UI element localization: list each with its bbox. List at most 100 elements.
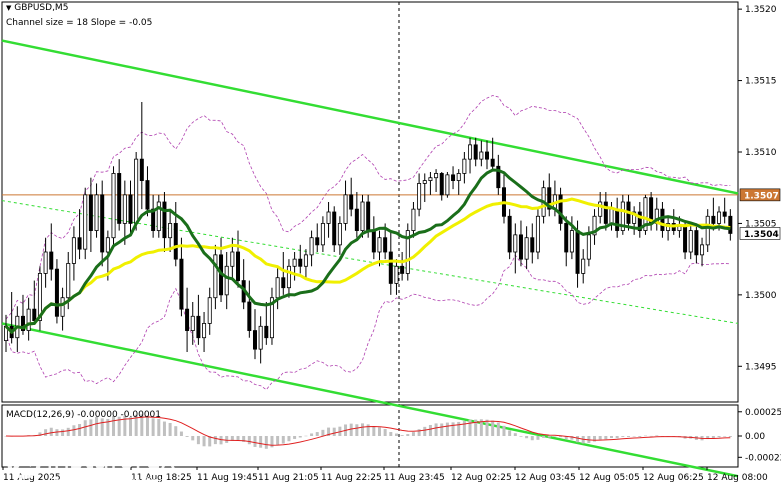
candle-body [586, 234, 591, 260]
macd-histogram-bar [151, 418, 155, 436]
macd-histogram-bar [270, 436, 274, 448]
macd-histogram-bar [128, 417, 132, 436]
candle-body [439, 173, 444, 196]
candle-body [490, 158, 495, 167]
macd-histogram-bar [717, 436, 721, 438]
candle-body [100, 194, 105, 253]
x-tick-label: 11 Aug 22:25 [321, 473, 382, 483]
macd-histogram-bar [89, 419, 93, 436]
candle-body [71, 237, 76, 264]
macd-histogram-bar [610, 436, 614, 439]
macd-histogram-bar [315, 432, 319, 436]
candle-body [303, 254, 308, 267]
candle-body [292, 258, 297, 267]
macd-histogram-bar [615, 436, 619, 439]
candle-body [637, 211, 642, 231]
macd-y-tick-label: 0.00025 [745, 408, 781, 418]
macd-histogram-bar [372, 426, 376, 436]
candle-body [54, 268, 59, 317]
candle-body [190, 315, 195, 331]
channel-lower-line [1, 322, 739, 478]
moving-average-fast [4, 168, 731, 335]
macd-histogram-bar [100, 418, 104, 436]
x-tick-label: 11 Aug 23:45 [384, 473, 445, 483]
macd-histogram-bar [366, 424, 370, 436]
macd-histogram-bar [440, 423, 444, 436]
macd-histogram-bar [553, 436, 557, 437]
candle-body [660, 208, 665, 231]
candle-body [4, 325, 9, 341]
channel-info: Channel size = 18 Slope = -0.05 [6, 18, 153, 28]
macd-histogram-bar [389, 432, 393, 436]
candle-body [366, 201, 371, 231]
symbol-label: ▼ GBPUSD,M5 [6, 3, 68, 13]
symbol-triangle-icon: ▼ [6, 4, 12, 12]
candle-body [269, 297, 274, 339]
macd-histogram-bar [219, 436, 223, 445]
candle-body [179, 258, 184, 310]
candle-body [558, 194, 563, 224]
macd-histogram-bar [123, 415, 127, 436]
candle-body [43, 251, 48, 274]
reference-price-label: 1.3507 [744, 191, 779, 201]
candle-body [77, 237, 82, 250]
macd-histogram-bar [55, 429, 59, 436]
candle-body [694, 230, 699, 256]
x-tick-label: 11 Aug 21:05 [258, 473, 319, 483]
macd-histogram-bar [174, 426, 178, 436]
candle-body [530, 237, 535, 253]
macd-histogram-bar [162, 421, 166, 436]
macd-histogram-bar [185, 436, 189, 437]
macd-y-tick-label: -0.00022 [745, 453, 781, 463]
candle-body [185, 308, 190, 331]
candle-body [411, 208, 416, 231]
macd-histogram-bar [191, 436, 195, 441]
candle-body [620, 201, 625, 231]
macd-histogram-bar [38, 432, 42, 436]
macd-histogram-bar [213, 436, 217, 445]
macd-histogram-bar [445, 422, 449, 436]
y-tick-label: 1.3515 [745, 77, 777, 87]
candle-body [326, 211, 331, 224]
macd-histogram-bar [496, 422, 500, 436]
candle-body [507, 215, 512, 253]
bollinger-upper-band [5, 95, 731, 320]
macd-histogram-bar [355, 424, 359, 436]
x-tick-label: 12 Aug 05:05 [579, 473, 640, 483]
channel-upper-line [1, 39, 739, 195]
macd-histogram-bar [406, 434, 410, 436]
macd-histogram-bar [649, 435, 653, 437]
macd-histogram-bar [247, 436, 251, 445]
candle-body [496, 165, 501, 189]
macd-histogram-bar [225, 436, 229, 443]
macd-histogram-bar [157, 418, 161, 436]
instaforex-watermark: instaforex Instant Forex Trading [6, 440, 186, 488]
macd-histogram-bar [377, 427, 381, 436]
candle-body [581, 258, 586, 274]
symbol-name: GBPUSD,M5 [14, 3, 69, 13]
bollinger-lower-band [5, 254, 731, 391]
macd-histogram-bar [276, 436, 280, 445]
macd-histogram-bar [44, 429, 48, 436]
watermark-brand: instaforex [46, 444, 176, 475]
candle-body [394, 265, 399, 284]
candle-body [705, 215, 710, 246]
macd-histogram-bar [411, 432, 415, 436]
candle-body [32, 308, 37, 321]
candle-body [456, 173, 461, 181]
candle-body [320, 223, 325, 246]
macd-histogram-bar [112, 416, 116, 436]
candle-body [700, 244, 705, 256]
macd-histogram-bar [723, 436, 727, 437]
macd-histogram-bar [423, 426, 427, 436]
macd-histogram-bar [145, 415, 149, 436]
candle-body [309, 237, 314, 256]
candle-body [683, 225, 688, 253]
macd-histogram-bar [570, 436, 574, 440]
y-tick-label: 1.3505 [745, 219, 777, 229]
candle-body [535, 215, 540, 253]
macd-histogram-bar [117, 416, 121, 436]
candle-body [315, 237, 320, 246]
candle-body [281, 277, 286, 289]
